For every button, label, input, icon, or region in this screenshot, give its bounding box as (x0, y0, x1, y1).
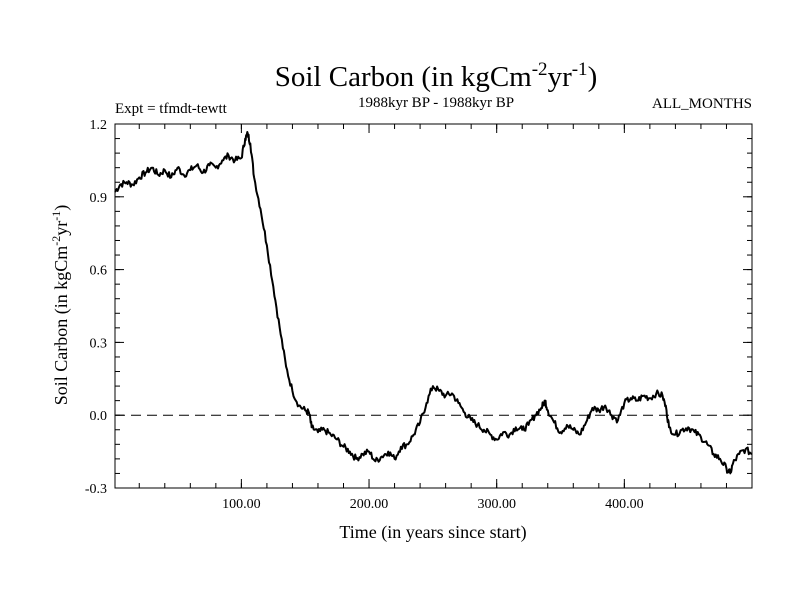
x-tick-label: 100.00 (222, 497, 261, 512)
x-tick-label: 400.00 (605, 497, 644, 512)
chart-title: Soil Carbon (in kgCm-2yr-1) (275, 59, 597, 93)
data-series (114, 131, 753, 475)
y-tick-label: 1.2 (90, 118, 108, 133)
x-tick-label: 300.00 (477, 497, 516, 512)
x-axis-label: Time (in years since start) (339, 522, 526, 543)
y-tick-label: 0.9 (90, 191, 108, 206)
chart-subtitle: 1988kyr BP - 1988kyr BP (358, 95, 514, 111)
experiment-label: Expt = tfmdt-tewtt (115, 101, 228, 117)
y-tick-label: -0.3 (85, 482, 107, 497)
plot-frame (114, 123, 753, 489)
series-line (114, 131, 753, 475)
y-axis-label: Soil Carbon (in kgCm-2yr-1) (49, 205, 72, 406)
y-tick-label: 0.6 (90, 264, 108, 279)
y-tick-label: 0.3 (90, 336, 108, 351)
y-tick-label: 0.0 (90, 409, 108, 424)
x-tick-label: 200.00 (350, 497, 389, 512)
tick-labels: 1.2 0.9 0.6 0.3 0.0 -0.3 100.00 200.00 300.00 400… (85, 118, 644, 512)
season-label: ALL_MONTHS (652, 96, 752, 112)
